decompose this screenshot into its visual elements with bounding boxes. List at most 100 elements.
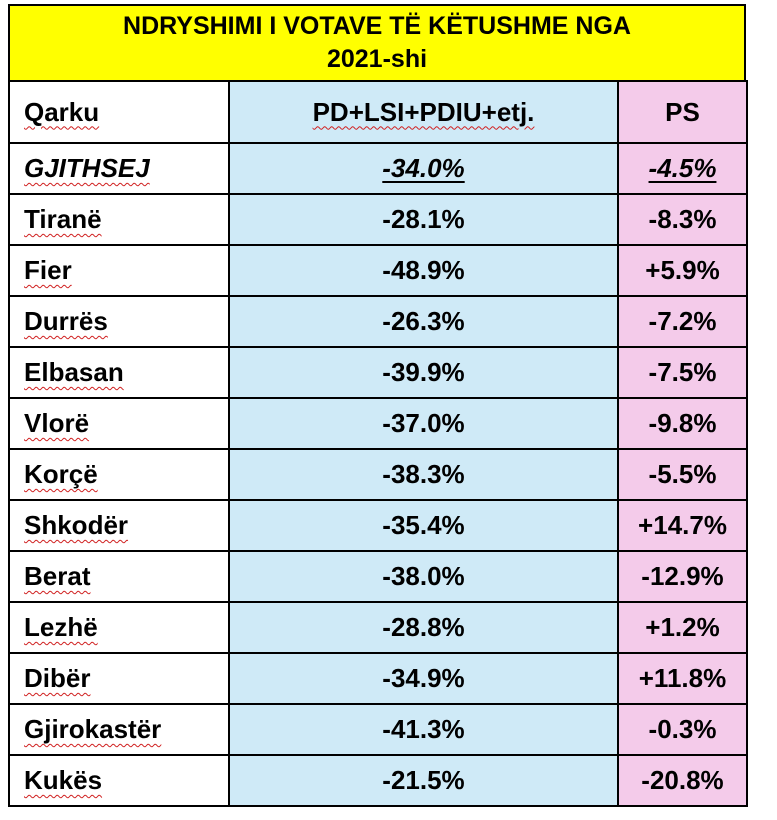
ps-value-cell: -8.3% (617, 193, 748, 246)
ps-value-cell: +11.8% (617, 652, 748, 705)
table-row: Tiranë -28.1% -8.3% (8, 193, 748, 246)
ps-value: +11.8% (638, 663, 727, 693)
pd-value: -39.9% (382, 357, 465, 387)
qarku-cell: Durrës (8, 295, 230, 348)
total-ps-value: -4.5% (648, 153, 717, 183)
qarku-cell: Dibër (8, 652, 230, 705)
ps-value-cell: -12.9% (617, 550, 748, 603)
header-pd: PD+LSI+PDIU+etj. (228, 80, 619, 144)
ps-value: +5.9% (645, 255, 720, 285)
ps-value-cell: -0.3% (617, 703, 748, 756)
pd-value-cell: -37.0% (228, 397, 619, 450)
table-row: Berat -38.0% -12.9% (8, 550, 748, 603)
qarku-cell: Elbasan (8, 346, 230, 399)
header-qarku: Qarku (8, 80, 230, 144)
ps-value: -0.3% (648, 714, 717, 744)
pd-value: -28.1% (382, 204, 465, 234)
table-title-line1: NDRYSHIMI I VOTAVE TË KËTUSHME NGA (123, 12, 631, 40)
pd-value-cell: -41.3% (228, 703, 619, 756)
ps-value: +1.2% (645, 612, 720, 642)
total-pd-value: -34.0% (382, 153, 465, 183)
pd-value-cell: -38.3% (228, 448, 619, 501)
ps-value: +14.7% (638, 510, 727, 540)
header-qarku-label: Qarku (24, 96, 100, 127)
qarku-cell: Korçë (8, 448, 230, 501)
qarku-cell: Vlorë (8, 397, 230, 450)
results-table-container: NDRYSHIMI I VOTAVE TË KËTUSHME NGA 2021-… (8, 4, 748, 807)
table-row: Korçë -38.3% -5.5% (8, 448, 748, 501)
table-title-line2: 2021-shi (326, 45, 428, 73)
table-title: NDRYSHIMI I VOTAVE TË KËTUSHME NGA 2021-… (8, 4, 746, 80)
table-row: Vlorë -37.0% -9.8% (8, 397, 748, 450)
table-row: Elbasan -39.9% -7.5% (8, 346, 748, 399)
pd-value-cell: -48.9% (228, 244, 619, 297)
table-row: Fier -48.9% +5.9% (8, 244, 748, 297)
qarku-cell: Lezhë (8, 601, 230, 654)
qarku-name: Berat (24, 561, 91, 591)
pd-value: -38.0% (382, 561, 465, 591)
header-ps: PS (617, 80, 748, 144)
qarku-name: Tiranë (24, 204, 102, 234)
pd-value-cell: -28.1% (228, 193, 619, 246)
table-row: Gjirokastër -41.3% -0.3% (8, 703, 748, 756)
header-ps-label: PS (665, 96, 700, 127)
ps-value-cell: -9.8% (617, 397, 748, 450)
pd-value: -26.3% (382, 306, 465, 336)
pd-value-cell: -39.9% (228, 346, 619, 399)
ps-value-cell: +5.9% (617, 244, 748, 297)
pd-value: -37.0% (382, 408, 465, 438)
pd-value: -21.5% (382, 765, 465, 795)
qarku-name: Fier (24, 255, 72, 285)
pd-value: -35.4% (382, 510, 465, 540)
ps-value-cell: -5.5% (617, 448, 748, 501)
qarku-cell: Shkodër (8, 499, 230, 552)
results-table: Qarku PD+LSI+PDIU+etj. PS GJITHSEJ -34.0… (8, 80, 748, 807)
ps-value-cell: -7.5% (617, 346, 748, 399)
qarku-name: Shkodër (24, 510, 129, 540)
qarku-name: Gjirokastër (24, 714, 162, 744)
pd-value-cell: -35.4% (228, 499, 619, 552)
qarku-cell: Gjirokastër (8, 703, 230, 756)
table-row: Durrës -26.3% -7.2% (8, 295, 748, 348)
qarku-name: Elbasan (24, 357, 124, 387)
ps-value-cell: -20.8% (617, 754, 748, 807)
pd-value-cell: -34.9% (228, 652, 619, 705)
qarku-name: Kukës (24, 765, 103, 795)
total-ps-cell: -4.5% (617, 142, 748, 195)
pd-value: -48.9% (382, 255, 465, 285)
pd-value: -38.3% (382, 459, 465, 489)
table-row: Lezhë -28.8% +1.2% (8, 601, 748, 654)
header-pd-label: PD+LSI+PDIU+etj. (312, 96, 535, 127)
pd-value: -28.8% (382, 612, 465, 642)
pd-value-cell: -28.8% (228, 601, 619, 654)
total-row: GJITHSEJ -34.0% -4.5% (8, 142, 748, 195)
table-row: Dibër -34.9% +11.8% (8, 652, 748, 705)
total-pd-cell: -34.0% (228, 142, 619, 195)
pd-value-cell: -38.0% (228, 550, 619, 603)
pd-value-cell: -26.3% (228, 295, 619, 348)
pd-value-cell: -21.5% (228, 754, 619, 807)
table-header-row: Qarku PD+LSI+PDIU+etj. PS (8, 80, 748, 144)
ps-value-cell: -7.2% (617, 295, 748, 348)
qarku-name: Korçë (24, 459, 98, 489)
qarku-name: Lezhë (24, 612, 98, 642)
qarku-cell: Berat (8, 550, 230, 603)
ps-value: -20.8% (641, 765, 724, 795)
ps-value-cell: +1.2% (617, 601, 748, 654)
ps-value: -7.5% (648, 357, 717, 387)
qarku-name: Dibër (24, 663, 91, 693)
qarku-cell: Fier (8, 244, 230, 297)
qarku-name: Durrës (24, 306, 108, 336)
total-name-cell: GJITHSEJ (8, 142, 230, 195)
ps-value: -8.3% (648, 204, 717, 234)
ps-value: -9.8% (648, 408, 717, 438)
table-row: Kukës -21.5% -20.8% (8, 754, 748, 807)
ps-value: -7.2% (648, 306, 717, 336)
qarku-cell: Kukës (8, 754, 230, 807)
pd-value: -41.3% (382, 714, 465, 744)
pd-value: -34.9% (382, 663, 465, 693)
qarku-name: Vlorë (24, 408, 90, 438)
ps-value: -5.5% (648, 459, 717, 489)
total-name: GJITHSEJ (24, 153, 150, 183)
ps-value: -12.9% (641, 561, 724, 591)
